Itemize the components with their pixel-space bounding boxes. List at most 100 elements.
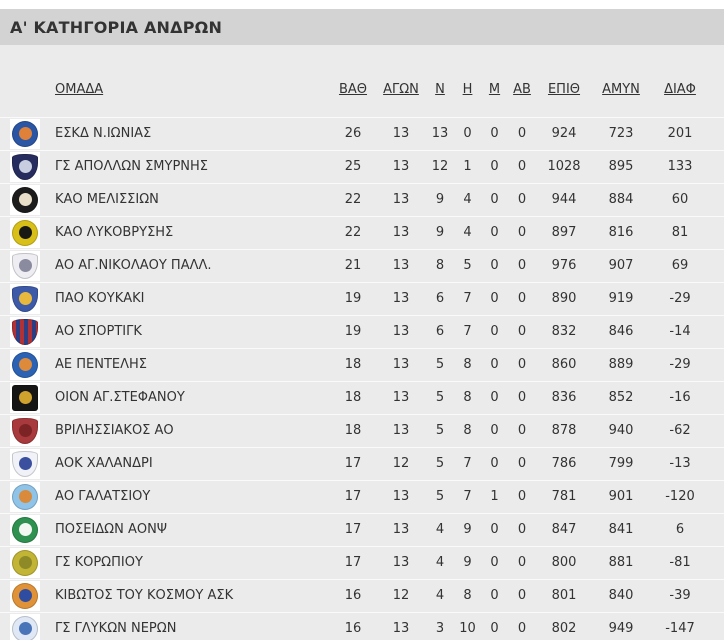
team-logo-emblem-center [18, 127, 32, 140]
losses-cell: 8 [454, 347, 481, 381]
team-logo-cell [0, 545, 45, 579]
team-logo-emblem-center [18, 193, 32, 206]
team-logo-emblem-center [18, 523, 32, 536]
team-name[interactable]: ΓΣ ΚΟΡΩΠΙΟΥ [45, 545, 330, 579]
points-cell: 16 [330, 578, 376, 612]
team-logo-cell [0, 281, 45, 315]
team-logo-cell [0, 611, 45, 640]
conceded-cell: 881 [592, 545, 650, 579]
column-header-points-label[interactable]: ΒΑΘ [338, 81, 368, 97]
scored-cell: 878 [536, 413, 592, 447]
team-logo-icon[interactable] [10, 250, 40, 281]
column-header-conceded[interactable]: ΑΜΥΝ [592, 45, 650, 117]
team-logo-icon[interactable] [10, 382, 40, 413]
points-cell: 26 [330, 116, 376, 150]
diff-cell: -29 [650, 347, 724, 381]
team-name[interactable]: ΑΟΚ ΧΑΛΑΝΔΡΙ [45, 446, 330, 480]
table-row: ΑΕ ΠΕΝΤΕΛΗΣ 18 13 5 8 0 0 860 889 -29 [0, 347, 724, 381]
team-name[interactable]: ΑΟ ΑΓ.ΝΙΚΟΛΑΟΥ ΠΑΛΛ. [45, 248, 330, 282]
column-header-conceded-label[interactable]: ΑΜΥΝ [602, 81, 640, 97]
conceded-cell: 940 [592, 413, 650, 447]
team-name[interactable]: ΚΙΒΩΤΟΣ ΤΟΥ ΚΟΣΜΟΥ ΑΣΚ [45, 578, 330, 612]
team-name[interactable]: ΓΣ ΓΛΥΚΩΝ ΝΕΡΩΝ [45, 611, 330, 640]
team-name[interactable]: ΟΙΟΝ ΑΓ.ΣΤΕΦΑΝΟΥ [45, 380, 330, 414]
forfeits-cell: 0 [508, 446, 536, 480]
diff-cell: -14 [650, 314, 724, 348]
team-logo-icon[interactable] [10, 481, 40, 512]
conceded-cell: 816 [592, 215, 650, 249]
team-name[interactable]: ΚΑΟ ΛΥΚΟΒΡΥΣΗΣ [45, 215, 330, 249]
conceded-cell: 919 [592, 281, 650, 315]
games-cell: 13 [376, 116, 426, 150]
team-name[interactable]: ΑΟ ΓΑΛΑΤΣΙΟΥ [45, 479, 330, 513]
team-logo-icon[interactable] [10, 349, 40, 380]
team-logo-icon[interactable] [10, 547, 40, 578]
team-logo-cell [0, 347, 45, 381]
team-logo-emblem [12, 384, 38, 411]
team-name[interactable]: ΕΣΚΔ Ν.ΙΩΝΙΑΣ [45, 116, 330, 150]
team-logo-cell [0, 380, 45, 414]
team-logo-icon[interactable] [10, 448, 40, 479]
team-logo-cell [0, 215, 45, 249]
column-header-losses-label[interactable]: Η [462, 81, 473, 97]
column-header-wins-label[interactable]: Ν [435, 81, 445, 97]
team-logo-emblem-center [18, 160, 32, 173]
standings-body: ΕΣΚΔ Ν.ΙΩΝΙΑΣ 26 13 13 0 0 0 924 723 201… [0, 116, 724, 640]
column-header-scored[interactable]: ΕΠΙΘ [536, 45, 592, 117]
games-cell: 13 [376, 281, 426, 315]
team-logo-icon[interactable] [10, 118, 40, 149]
team-logo-icon[interactable] [10, 283, 40, 314]
column-header-forfeits[interactable]: ΑΒ [508, 45, 536, 117]
team-logo-icon[interactable] [10, 316, 40, 347]
column-header-scored-label[interactable]: ΕΠΙΘ [547, 81, 581, 97]
team-name[interactable]: ΓΣ ΑΠΟΛΛΩΝ ΣΜΥΡΝΗΣ [45, 149, 330, 183]
table-row: ΚΙΒΩΤΟΣ ΤΟΥ ΚΟΣΜΟΥ ΑΣΚ 16 12 4 8 0 0 801… [0, 578, 724, 612]
team-name[interactable]: ΠΑΟ ΚΟΥΚΑΚΙ [45, 281, 330, 315]
forfeits-cell: 0 [508, 611, 536, 640]
column-header-diff[interactable]: ΔΙΑΦ [650, 45, 724, 117]
team-logo-icon[interactable] [10, 217, 40, 248]
column-header-team-label[interactable]: ΟΜΑΔΑ [55, 81, 104, 97]
team-logo-emblem [12, 318, 38, 345]
team-logo-icon[interactable] [10, 151, 40, 182]
column-header-games-label[interactable]: ΑΓΩΝ [383, 81, 419, 97]
losses-cell: 7 [454, 281, 481, 315]
wins-cell: 3 [426, 611, 454, 640]
diff-cell: 133 [650, 149, 724, 183]
team-logo-icon[interactable] [10, 580, 40, 611]
team-name[interactable]: ΚΑΟ ΜΕΛΙΣΣΙΩΝ [45, 182, 330, 216]
column-header-losses[interactable]: Η [454, 45, 481, 117]
team-logo-icon[interactable] [10, 613, 40, 640]
team-name[interactable]: ΠΟΣΕΙΔΩΝ ΑΟΝΨ [45, 512, 330, 546]
points-cell: 19 [330, 314, 376, 348]
team-name[interactable]: ΑΟ ΣΠΟΡΤΙΓΚ [45, 314, 330, 348]
table-row: ΑΟ ΓΑΛΑΤΣΙΟΥ 17 13 5 7 1 0 781 901 -120 [0, 479, 724, 513]
team-name[interactable]: ΑΕ ΠΕΝΤΕΛΗΣ [45, 347, 330, 381]
column-header-points[interactable]: ΒΑΘ [330, 45, 376, 117]
points-cell: 22 [330, 215, 376, 249]
zeros-cell: 1 [481, 479, 508, 513]
team-logo-emblem-center [18, 556, 32, 569]
team-logo-icon[interactable] [10, 184, 40, 215]
column-header-games[interactable]: ΑΓΩΝ [376, 45, 426, 117]
team-logo-emblem-center [18, 292, 32, 305]
column-header-zeros-label[interactable]: Μ [488, 81, 501, 97]
team-logo-cell [0, 512, 45, 546]
column-header-diff-label[interactable]: ΔΙΑΦ [664, 81, 696, 97]
team-logo-emblem-center [18, 259, 32, 272]
losses-cell: 1 [454, 149, 481, 183]
points-cell: 17 [330, 479, 376, 513]
column-header-team[interactable]: ΟΜΑΔΑ [45, 45, 330, 117]
team-logo-icon[interactable] [10, 415, 40, 446]
wins-cell: 5 [426, 380, 454, 414]
team-logo-emblem [12, 582, 38, 609]
forfeits-cell: 0 [508, 215, 536, 249]
team-name[interactable]: ΒΡΙΛΗΣΣΙΑΚΟΣ ΑΟ [45, 413, 330, 447]
column-header-forfeits-label[interactable]: ΑΒ [513, 81, 531, 97]
scored-cell: 976 [536, 248, 592, 282]
column-header-zeros[interactable]: Μ [481, 45, 508, 117]
forfeits-cell: 0 [508, 314, 536, 348]
conceded-cell: 949 [592, 611, 650, 640]
column-header-wins[interactable]: Ν [426, 45, 454, 117]
team-logo-icon[interactable] [10, 514, 40, 545]
